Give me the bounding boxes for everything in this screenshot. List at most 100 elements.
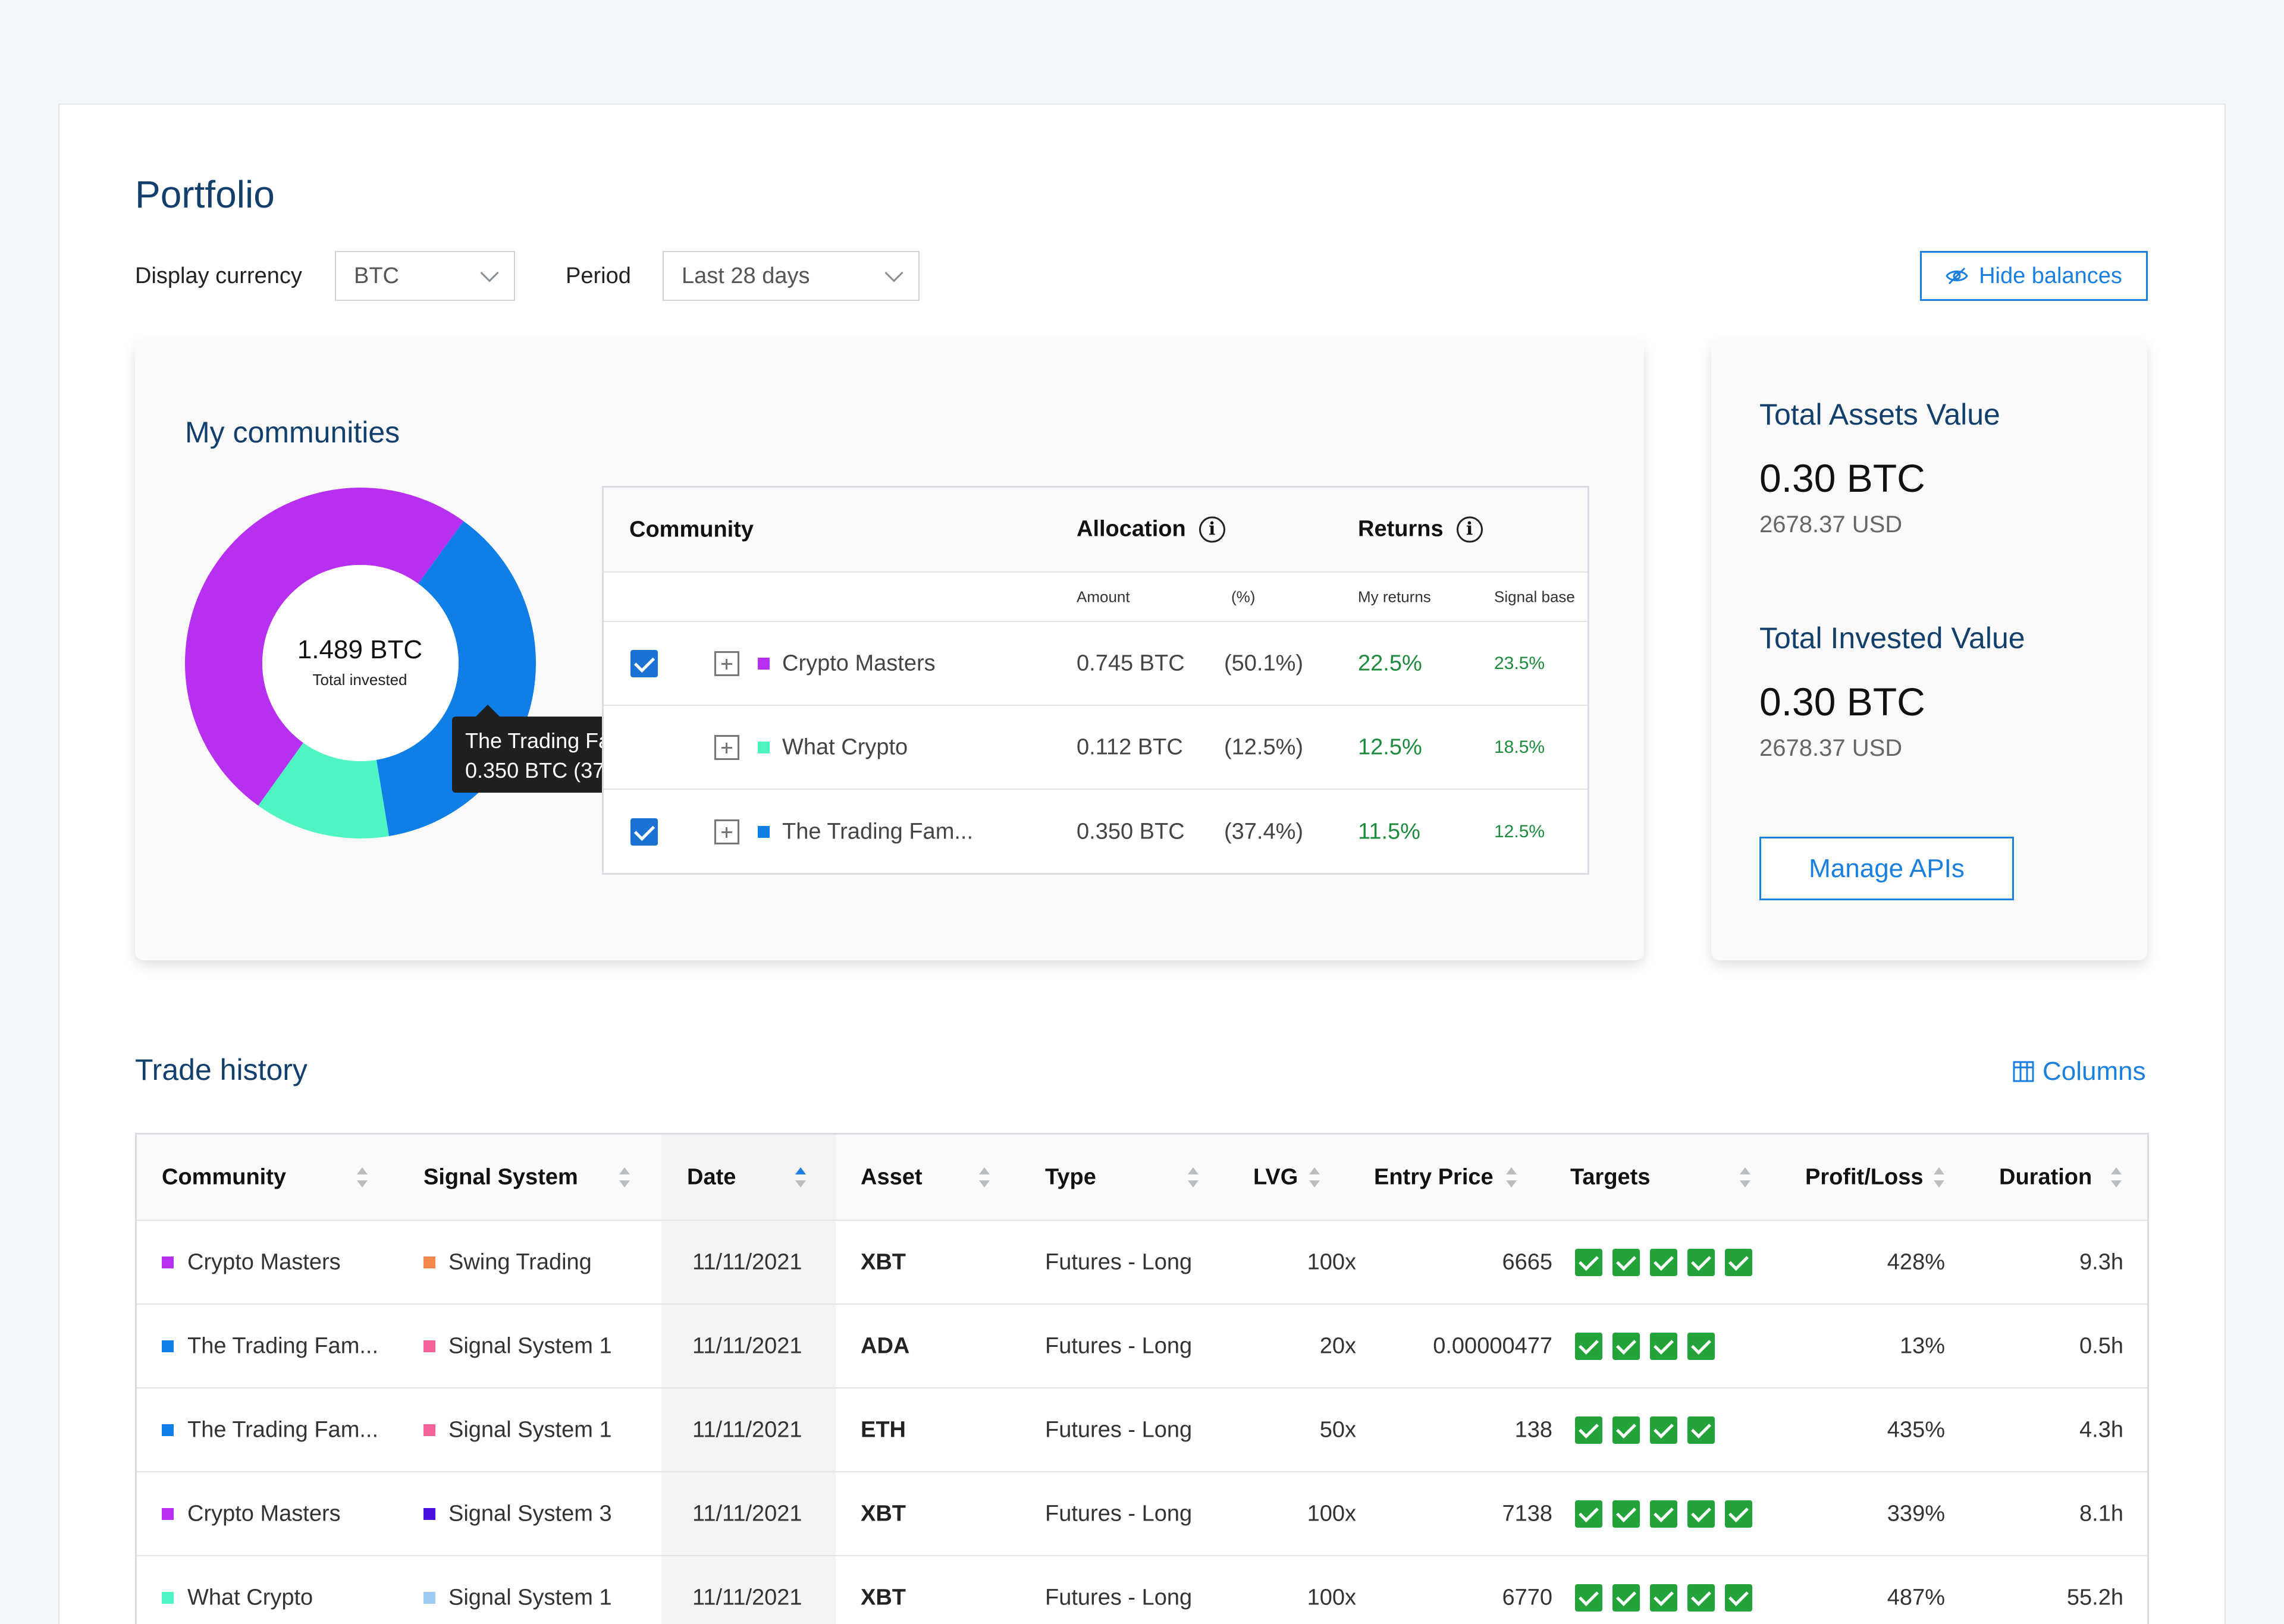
sort-icon[interactable] — [1186, 1167, 1200, 1188]
hide-balances-button[interactable]: Hide balances — [1920, 251, 2148, 301]
target-hit-icon — [1687, 1500, 1715, 1528]
eye-slash-icon — [1946, 267, 1968, 285]
th-community[interactable]: Community — [162, 1164, 286, 1189]
th-duration[interactable]: Duration — [1999, 1164, 2092, 1189]
total-invested-label: Total invested — [312, 670, 407, 689]
communities-donut-chart[interactable] — [185, 488, 536, 838]
target-hit-icon — [1650, 1416, 1677, 1444]
header-allocation-label: Allocation — [1077, 516, 1186, 542]
table-row[interactable]: The Trading Fam... Signal System 1 11/11/2… — [137, 1389, 2147, 1472]
table-row[interactable]: Crypto Masters Signal System 3 11/11/2021 X… — [137, 1472, 2147, 1556]
target-hit-icon — [1687, 1332, 1715, 1360]
total-assets-label: Total Assets Value — [1759, 398, 2000, 431]
expand-icon[interactable] — [714, 651, 739, 676]
communities-table: Community Allocation i Returns i Amount (%… — [602, 486, 1589, 875]
page-title: Portfolio — [135, 173, 275, 216]
sort-icon[interactable] — [617, 1167, 632, 1188]
columns-button[interactable]: Columns — [2013, 1057, 2146, 1086]
subheader-my-returns: My returns — [1358, 588, 1431, 605]
community-color-swatch — [162, 1424, 174, 1436]
target-hit-icon — [1612, 1584, 1640, 1612]
target-hit-icon — [1650, 1500, 1677, 1528]
th-targets[interactable]: Targets — [1570, 1164, 1651, 1189]
info-icon[interactable]: i — [1456, 516, 1483, 543]
trade-profit-loss: 435% — [1887, 1417, 1945, 1442]
trade-signal-system: Swing Trading — [448, 1249, 592, 1274]
trade-entry-price: 7138 — [1502, 1501, 1552, 1526]
trade-entry-price: 6770 — [1502, 1585, 1552, 1610]
allocation-pct: (37.4%) — [1224, 819, 1304, 844]
target-hit-icon — [1687, 1584, 1715, 1612]
trade-lvg: 50x — [1319, 1417, 1356, 1442]
table-row[interactable]: What Crypto Signal System 1 11/11/2021 XBT F… — [137, 1556, 2147, 1624]
trade-community: Crypto Masters — [187, 1249, 341, 1274]
th-asset[interactable]: Asset — [861, 1164, 923, 1189]
target-hit-icon — [1612, 1416, 1640, 1444]
signal-base: 12.5% — [1494, 821, 1545, 841]
period-label: Period — [566, 263, 631, 288]
community-color-swatch — [162, 1507, 174, 1520]
allocation-pct: (12.5%) — [1224, 734, 1304, 759]
th-date-bg — [661, 1135, 836, 1220]
hide-balances-label: Hide balances — [1979, 263, 2122, 288]
expand-icon[interactable] — [714, 734, 739, 760]
expand-icon[interactable] — [714, 819, 739, 844]
manage-apis-button[interactable]: Manage APIs — [1759, 837, 2014, 900]
trade-entry-price: 138 — [1514, 1417, 1552, 1442]
sort-icon[interactable] — [1504, 1167, 1519, 1188]
columns-label: Columns — [2043, 1057, 2146, 1086]
my-returns: 11.5% — [1358, 819, 1420, 844]
row-checkbox[interactable] — [630, 649, 658, 677]
table-row[interactable]: The Trading Fam... Signal System 1 11/11/2… — [137, 1305, 2147, 1389]
date-cell-bg — [661, 1556, 836, 1624]
trade-date: 11/11/2021 — [692, 1501, 802, 1526]
table-row[interactable]: Crypto Masters Swing Trading 11/11/2021 XBT… — [137, 1221, 2147, 1305]
community-color-swatch — [758, 825, 770, 838]
th-profit-loss[interactable]: Profit/Loss — [1805, 1164, 1924, 1189]
sort-icon[interactable] — [1932, 1167, 1946, 1188]
sort-ascending-icon[interactable] — [793, 1167, 808, 1188]
row-checkbox[interactable] — [630, 818, 658, 846]
trade-duration: 9.3h — [2079, 1249, 2123, 1274]
chevron-down-icon — [480, 263, 499, 282]
target-hit-icon — [1612, 1500, 1640, 1528]
total-invested-label: Total Invested Value — [1759, 621, 2025, 655]
trade-signal-system: Signal System 1 — [448, 1417, 612, 1442]
trade-entry-price: 0.00000477 — [1433, 1333, 1552, 1358]
header-allocation: Allocation i — [1077, 516, 1225, 543]
date-cell-bg — [661, 1389, 836, 1471]
signal-base: 23.5% — [1494, 653, 1545, 673]
community-color-swatch — [162, 1340, 174, 1352]
community-color-swatch — [758, 657, 770, 670]
trade-signal-system: Signal System 1 — [448, 1585, 612, 1610]
th-date[interactable]: Date — [687, 1164, 736, 1189]
th-lvg[interactable]: LVG — [1253, 1164, 1298, 1189]
trade-lvg: 100x — [1307, 1501, 1356, 1526]
community-name: What Crypto — [782, 734, 908, 759]
sort-icon[interactable] — [1738, 1167, 1752, 1188]
donut-hole — [262, 565, 459, 761]
table-columns-icon — [2013, 1061, 2034, 1082]
target-hit-icon — [1650, 1332, 1677, 1360]
header-returns-label: Returns — [1358, 516, 1444, 542]
date-cell-bg — [661, 1305, 836, 1387]
target-hit-icon — [1687, 1416, 1715, 1444]
sort-icon[interactable] — [355, 1167, 369, 1188]
trade-type: Futures - Long — [1045, 1249, 1193, 1274]
header-returns: Returns i — [1358, 516, 1483, 543]
info-icon[interactable]: i — [1199, 516, 1225, 543]
donut-segment[interactable] — [185, 488, 464, 806]
donut-segment[interactable] — [258, 743, 389, 838]
allocation-amount: 0.350 BTC — [1077, 819, 1185, 844]
th-type[interactable]: Type — [1045, 1164, 1096, 1189]
th-entry-price[interactable]: Entry Price — [1374, 1164, 1494, 1189]
sort-icon[interactable] — [2109, 1167, 2123, 1188]
sort-icon[interactable] — [1307, 1167, 1322, 1188]
currency-select[interactable]: BTC — [335, 251, 515, 301]
sort-icon[interactable] — [977, 1167, 992, 1188]
trade-community: Crypto Masters — [187, 1501, 341, 1526]
target-hit-icon — [1612, 1248, 1640, 1276]
trade-type: Futures - Long — [1045, 1333, 1193, 1358]
period-select[interactable]: Last 28 days — [663, 251, 920, 301]
th-signal-system[interactable]: Signal System — [423, 1164, 578, 1189]
